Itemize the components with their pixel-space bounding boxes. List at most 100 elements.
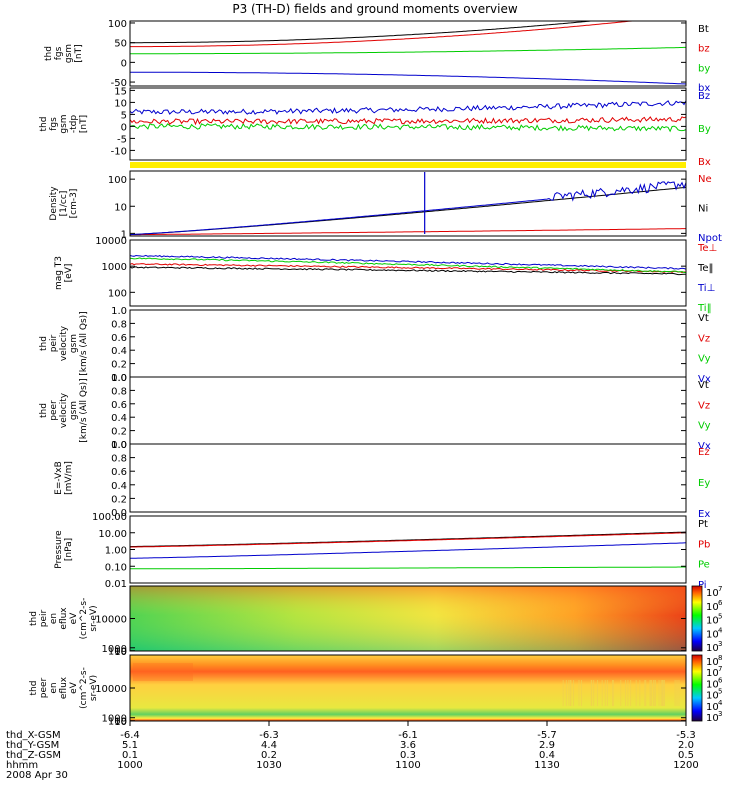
ytick-label: 0.8 [111,386,127,397]
legend-Vt: Vt [698,313,709,324]
colorbar [691,654,703,722]
colorbar-tick-base: 10 [706,616,719,627]
ylabel-line: (cm^2-s- [79,598,89,640]
ytick-label: 10.00 [98,529,127,540]
ytick-label: 0.8 [111,454,127,465]
legend-Ex: Ex [698,509,710,520]
trace-Npot [129,181,687,236]
colorbar-tick-exponent: 3 [718,640,722,648]
panel-frame [129,515,687,584]
panel-frame [129,239,687,307]
ytick-label: 100 [108,717,127,728]
trace-Pt [129,531,686,548]
xaxis-row-name: thd_Z-GSM [6,750,61,761]
ytick-label: 0.6 [111,467,127,478]
ylabel-line: gsm [69,334,79,353]
trace-bx [130,71,687,85]
trace-Bz [129,100,687,115]
colorbar-tick-exponent: 6 [718,599,723,607]
panel-5: Vt Vz Vy Vx 1.0 0.8 0.6 0.4 0.2 0.0 thd peir velocit… [39,306,711,385]
ylabel-line: Density [49,186,59,221]
legend-by: by [698,63,710,74]
ylabel-line: Pressure [54,530,64,569]
ytick-label: 0.2 [111,360,127,371]
ylabel-line: peer [49,400,59,421]
ytick-label: 100 [108,175,127,186]
ylabel-line: fgs [54,46,64,60]
trace-Bx [129,116,687,126]
ylabel-line: gsm [59,114,69,133]
trace-Ne [130,228,686,236]
ylabel-line: eV [69,681,79,694]
colorbar-tick-base: 10 [706,643,719,654]
ylabel-line: peer [39,677,49,698]
colorbar [691,585,703,652]
ytick-label: 1.0 [111,440,127,451]
ytick-label: 10000 [95,236,127,247]
panel-frame [129,376,687,445]
ytick-label: 0.6 [111,400,127,411]
colorbar-tick-base: 10 [706,679,719,690]
ylabel-line: thd [39,403,49,418]
ylabel-line: thd [39,336,49,351]
ytick-label: 50 [114,39,127,50]
ytick-label: -50 [111,78,127,89]
ytick-label: 0 [121,58,127,69]
legend-Ne: Ne [698,174,712,185]
xaxis-value: 0.1 [122,750,138,761]
legend-Ez: Ez [698,447,710,458]
legend-Vy: Vy [698,421,711,432]
ylabel-line: velocity [59,392,69,428]
trace-bz [130,20,686,48]
ylabel-line: eflux [59,676,69,699]
xaxis-value: 0.3 [400,750,416,761]
trace-By [129,122,687,133]
panel-1: Bt bz by bx 100 50 0 -50 thd fgs gsm [nT] [44,19,710,94]
trace-by [130,46,686,55]
ytick-label: 0.01 [105,579,127,590]
ytick-label: -10 [111,146,127,157]
ytick-label: 10 [114,717,127,728]
legend-Pi: Pi [698,580,707,591]
ytick-label: 0.6 [111,333,127,344]
ylabel-line: mag T3 [54,256,64,290]
ylabel-line: [nPa] [64,538,74,561]
ytick-label: 100 [108,288,127,299]
ylabel-line: [km/s (All Qs)] [79,378,89,442]
ylabel-line: thd [29,611,39,626]
ylabel-line: eV [69,612,79,625]
colorbar-tick-base: 10 [706,691,719,702]
xaxis-value: 3.6 [400,740,416,751]
ylabel-line: peir [49,334,59,352]
trace-Pb [129,532,686,548]
ytick-label: 1 [121,229,127,240]
ytick-label: 10 [114,202,127,213]
panel-6: Vt Vz Vy Vx 1.0 0.8 0.6 0.4 0.2 0.0 thd peer velocit… [39,373,711,452]
panel-frame [129,443,687,513]
legend-Pe: Pe [698,560,710,571]
ytick-label: 15 [114,86,127,97]
xaxis-value: 1030 [256,760,281,771]
legend-Vt: Vt [698,380,709,391]
ytick-label: 0 [121,122,127,133]
ylabel-line: [cm-3] [69,189,79,219]
colorbar-tick-exponent: 8 [718,654,722,662]
ylabel-line: (cm^2-s- [79,667,89,709]
ylabel-line: thd [29,681,39,696]
ytick-label: 0.10 [105,562,127,573]
colorbar-tick-base: 10 [706,702,719,713]
ylabel-line: sr-eV) [89,605,99,631]
panel-3: Ne Ni Npot 100 10 1 Density [1/cc] [cm-3] [49,170,722,244]
xaxis-value: 1100 [395,760,420,771]
xaxis-value: 1130 [534,760,559,771]
colorbar-tick-exponent: 4 [718,626,723,634]
legend-Vz: Vz [698,400,710,411]
legend-Bt: Bt [698,24,709,35]
ylabel-line: eflux [59,607,69,630]
ytick-label: 0.4 [111,346,127,357]
colorbar-tick-base: 10 [706,629,719,640]
ylabel-line: [eV] [64,264,74,283]
